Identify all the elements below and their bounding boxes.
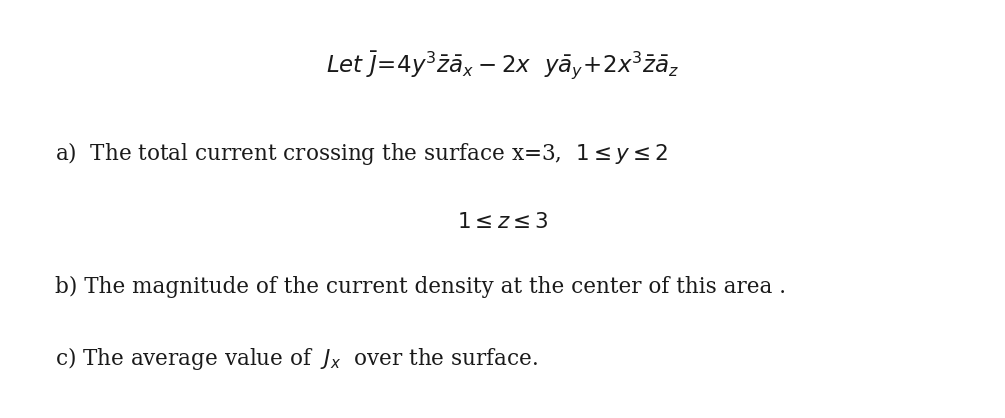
Text: a)  The total current crossing the surface x=3,  $1 \leq y \leq 2$: a) The total current crossing the surfac… bbox=[55, 140, 668, 167]
Text: $\mathit{Let}\ \bar{J}\!=\!4y^3\bar{z}\bar{a}_x - 2x\ \ y\bar{a}_y\!+\!2x^3\bar{: $\mathit{Let}\ \bar{J}\!=\!4y^3\bar{z}\b… bbox=[326, 50, 679, 82]
Text: $1 \leq z \leq 3$: $1 \leq z \leq 3$ bbox=[456, 211, 549, 233]
Text: c) The average value of  $J_x$  over the surface.: c) The average value of $J_x$ over the s… bbox=[55, 345, 538, 372]
Text: b) The magnitude of the current density at the center of this area .: b) The magnitude of the current density … bbox=[55, 276, 786, 298]
